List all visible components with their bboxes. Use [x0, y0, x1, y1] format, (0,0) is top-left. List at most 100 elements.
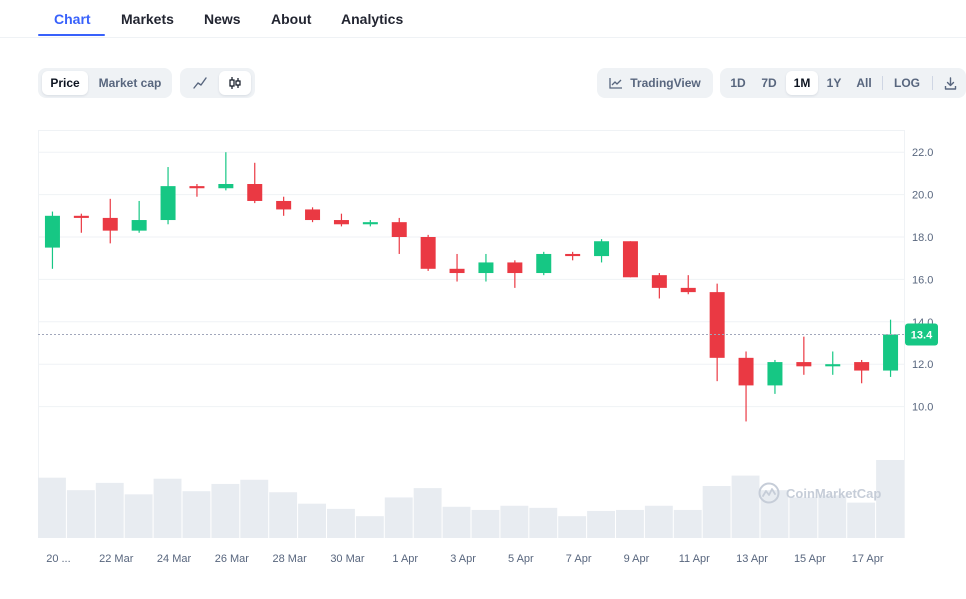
volume-bar — [876, 460, 904, 538]
top-tab-bar: Chart Markets News About Analytics — [0, 0, 966, 38]
candle-body-down — [102, 217, 118, 231]
volume-bar — [500, 505, 529, 538]
volume-bar — [731, 475, 760, 538]
candle-body-down — [305, 209, 321, 221]
volume-bar — [789, 497, 818, 538]
candle-body-down — [420, 237, 436, 269]
candle-body-down — [854, 362, 870, 371]
candle-body-up — [218, 184, 234, 189]
volume-bar — [269, 492, 298, 538]
y-tick-label: 12.0 — [912, 359, 933, 371]
tab-analytics[interactable]: Analytics — [341, 11, 404, 27]
candle-body-down — [247, 184, 263, 201]
volume-layer — [38, 460, 904, 538]
volume-bar — [38, 477, 66, 538]
x-tick-label: 5 Apr — [508, 553, 534, 565]
x-tick-label: 17 Apr — [852, 553, 884, 565]
download-separator — [932, 76, 933, 90]
candle-body-up — [767, 362, 783, 386]
candle-body-down — [333, 220, 349, 225]
tab-markets[interactable]: Markets — [121, 11, 174, 27]
x-tick-label: 1 Apr — [392, 553, 418, 565]
candle-body-up — [478, 262, 494, 274]
volume-bar — [847, 502, 876, 538]
y-axis: 10.012.014.016.018.020.022.0 — [912, 147, 933, 413]
volume-bar — [644, 505, 673, 538]
candle-body-down — [507, 262, 523, 274]
x-tick-label: 28 Mar — [273, 553, 308, 565]
x-tick-label: 7 Apr — [566, 553, 592, 565]
candle-body-down — [73, 215, 89, 218]
chart-type-toggle — [180, 68, 255, 98]
candle-body-up — [160, 186, 176, 221]
x-tick-label: 24 Mar — [157, 553, 192, 565]
volume-bar — [471, 509, 500, 538]
range-1y-button[interactable]: 1Y — [826, 76, 842, 90]
x-tick-label: 9 Apr — [624, 553, 650, 565]
coinmarketcap-logo-icon — [758, 482, 780, 504]
volume-bar — [587, 510, 615, 538]
volume-bar — [95, 482, 124, 538]
range-7d-button[interactable]: 7D — [761, 76, 777, 90]
candle-body-down — [565, 253, 581, 257]
candlestick-icon[interactable] — [219, 71, 251, 95]
tab-news[interactable]: News — [204, 11, 241, 27]
candle-body-up — [825, 364, 841, 367]
tradingview-label: TradingView — [630, 76, 701, 90]
tradingview-button[interactable]: TradingView — [597, 68, 713, 98]
volume-bar — [182, 491, 211, 538]
candle-body-down — [276, 200, 292, 210]
x-tick-label: 30 Mar — [330, 553, 365, 565]
x-tick-label: 20 ... — [46, 553, 70, 565]
range-1d-button[interactable]: 1D — [730, 76, 746, 90]
candle-body-down — [709, 292, 725, 358]
range-all-button[interactable]: All — [856, 76, 872, 90]
candle-body-down — [651, 275, 667, 288]
y-tick-label: 18.0 — [912, 232, 933, 244]
log-scale-button[interactable]: LOG — [894, 76, 920, 90]
y-tick-label: 22.0 — [912, 147, 933, 159]
volume-bar — [355, 516, 384, 538]
volume-bar — [616, 509, 644, 538]
line-chart-icon[interactable] — [184, 71, 216, 95]
volume-bar — [413, 488, 442, 538]
candle-body-down — [189, 186, 205, 189]
range-separator — [882, 76, 883, 90]
x-tick-label: 3 Apr — [450, 553, 476, 565]
volume-bar — [66, 490, 95, 538]
candle-body-down — [622, 241, 638, 278]
range-1m-button[interactable]: 1M — [786, 71, 818, 95]
candle-body-down — [680, 287, 696, 293]
candle-body-down — [449, 268, 465, 274]
download-icon[interactable] — [938, 71, 962, 95]
watermark: CoinMarketCap — [758, 482, 881, 504]
volume-bar — [153, 478, 182, 538]
range-selector: 1D 7D 1M 1Y All LOG — [720, 68, 966, 98]
volume-bar — [240, 479, 269, 538]
candle-body-down — [796, 362, 812, 367]
candle-body-up — [131, 220, 147, 231]
volume-bar — [673, 509, 702, 538]
candle-body-up — [536, 253, 552, 274]
candle-body-up — [362, 222, 378, 225]
candle-layer — [44, 152, 899, 422]
volume-bar — [384, 497, 413, 538]
tab-about[interactable]: About — [271, 11, 312, 27]
trend-chart-icon — [609, 78, 623, 89]
x-tick-label: 22 Mar — [99, 553, 134, 565]
price-toggle-button[interactable]: Price — [42, 71, 88, 95]
volume-bar — [124, 494, 153, 538]
x-tick-label: 15 Apr — [794, 553, 826, 565]
y-tick-label: 10.0 — [912, 402, 933, 414]
chart-frame — [38, 130, 905, 538]
volume-bar — [327, 508, 355, 538]
candle-body-down — [738, 357, 754, 386]
tab-chart[interactable]: Chart — [54, 11, 91, 27]
y-tick-label: 20.0 — [912, 190, 933, 202]
tradingview-inner: TradingView — [601, 71, 709, 95]
current-price-layer: 13.4 — [38, 323, 938, 346]
market-cap-toggle-button[interactable]: Market cap — [98, 76, 162, 90]
x-tick-label: 13 Apr — [736, 553, 768, 565]
current-price-tag — [905, 323, 938, 346]
